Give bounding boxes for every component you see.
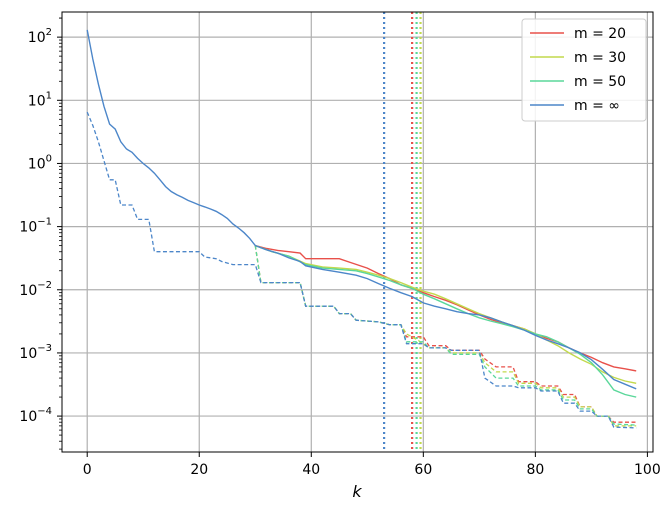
legend-label: m = 30 xyxy=(574,50,626,66)
series-4-line xyxy=(86,29,637,390)
y-tick-label: 10−4 xyxy=(19,406,52,425)
x-tick-label: 0 xyxy=(83,462,92,478)
x-axis-label: k xyxy=(352,482,362,501)
x-tick-label: 60 xyxy=(414,462,432,478)
y-tick-label: 10−3 xyxy=(19,343,52,362)
y-tick-label: 10−1 xyxy=(19,217,52,236)
axis-ticks: 0 20 40 60 80 100 10−4 10−3 10−2 10−1 100 101 102 xyxy=(19,17,661,478)
x-tick-label: 20 xyxy=(190,462,208,478)
y-tick-label: 102 xyxy=(28,27,52,46)
x-tick-label: 80 xyxy=(526,462,544,478)
legend: m = 20 m = 30 m = 50 m = ∞ xyxy=(521,18,647,122)
series-2-line xyxy=(255,244,637,384)
x-tick-label: 40 xyxy=(302,462,320,478)
series-group xyxy=(86,29,637,429)
legend-box xyxy=(521,18,647,122)
grid xyxy=(62,12,653,452)
plot-frame xyxy=(61,11,654,453)
series-3-line xyxy=(255,244,637,398)
y-tick-label: 100 xyxy=(28,153,52,172)
y-tick-label: 101 xyxy=(28,90,52,109)
legend-label: m = 50 xyxy=(574,74,626,90)
legend-label: m = ∞ xyxy=(574,98,620,114)
x-tick-label: 100 xyxy=(634,462,661,478)
legend-label: m = 20 xyxy=(574,26,626,42)
series-4-dashed-line xyxy=(86,111,637,429)
y-tick-label: 10−2 xyxy=(19,280,52,299)
reference-lines xyxy=(383,12,422,452)
